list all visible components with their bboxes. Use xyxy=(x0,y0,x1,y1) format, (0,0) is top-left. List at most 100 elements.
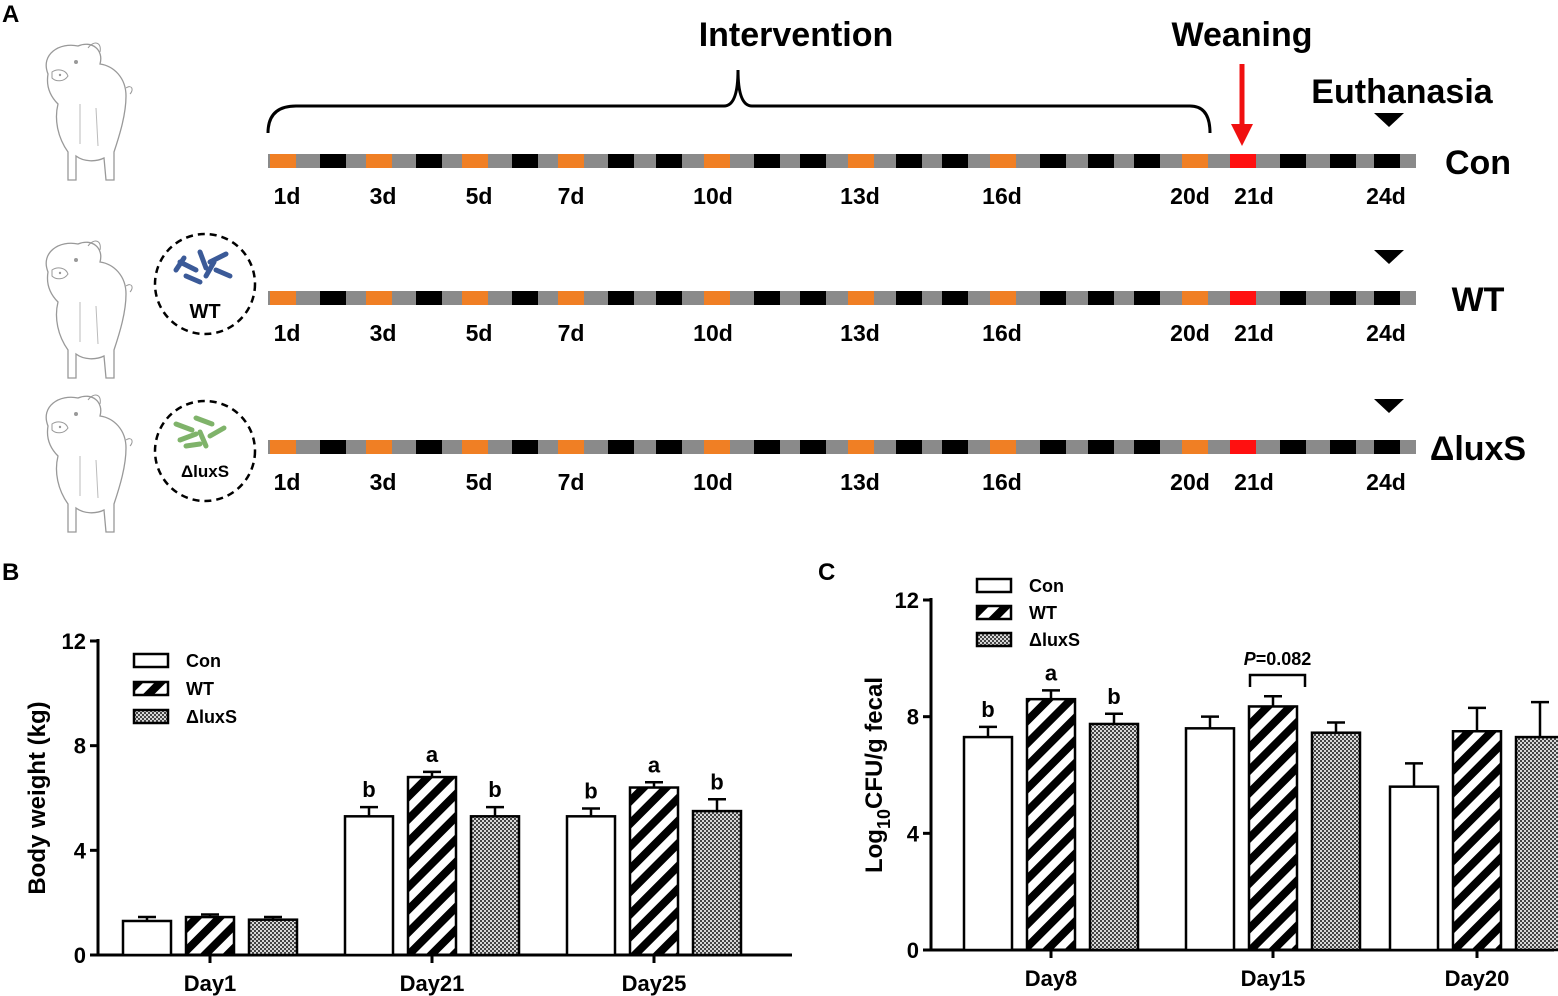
intervention-day-mark xyxy=(462,154,488,168)
day-mark xyxy=(942,291,968,305)
day-mark xyxy=(1330,154,1356,168)
day-label: 5d xyxy=(466,469,493,495)
significance-letter: a xyxy=(1045,660,1058,685)
intervention-day-mark xyxy=(704,291,730,305)
intervention-day-mark xyxy=(462,291,488,305)
weaning-day-mark xyxy=(1230,440,1256,454)
significance-letter: b xyxy=(584,778,597,803)
weaning-arrow-icon xyxy=(1231,64,1253,146)
y-tick-label: 4 xyxy=(907,821,920,846)
bar xyxy=(1451,730,1503,952)
day-mark xyxy=(1088,154,1114,168)
day-mark xyxy=(1040,291,1066,305)
intervention-day-mark xyxy=(1182,154,1208,168)
day-mark xyxy=(416,440,442,454)
euthanasia-marker-icon xyxy=(1374,113,1404,127)
legend-label: ΔluxS xyxy=(186,707,237,727)
day-mark xyxy=(1330,440,1356,454)
intervention-day-mark xyxy=(366,440,392,454)
bar xyxy=(1388,785,1440,952)
x-tick-label: Day20 xyxy=(1445,966,1510,991)
day-mark xyxy=(1040,154,1066,168)
day-mark xyxy=(942,440,968,454)
day-label: 10d xyxy=(693,320,733,346)
group-label: ΔluxS xyxy=(1430,430,1526,468)
legend-label: ΔluxS xyxy=(1029,630,1080,650)
luxs-badge-label: ΔluxS xyxy=(181,462,229,481)
day-label: 7d xyxy=(558,469,585,495)
y-tick-label: 8 xyxy=(907,705,919,730)
y-label-part: CFU/g fecal xyxy=(861,677,888,809)
day-mark xyxy=(512,291,538,305)
day-label: 21d xyxy=(1234,320,1274,346)
day-mark xyxy=(754,440,780,454)
timelines: 1d 3d 5d 7d 10d 13d 16d 20d 21d 24d Con 1d 3d 5d 7d 10d… xyxy=(268,113,1526,495)
day-mark xyxy=(656,154,682,168)
legend-swatch xyxy=(975,604,1013,621)
day-mark xyxy=(896,440,922,454)
x-tick-label: Day8 xyxy=(1025,966,1078,991)
day-mark xyxy=(1374,291,1400,305)
intervention-day-mark xyxy=(462,440,488,454)
intervention-day-mark xyxy=(848,440,874,454)
day-mark xyxy=(800,291,826,305)
significance-letter: b xyxy=(1107,684,1120,709)
day-mark xyxy=(896,291,922,305)
intervention-day-mark xyxy=(366,154,392,168)
day-label: 10d xyxy=(693,183,733,209)
pig-icon-con xyxy=(45,42,133,181)
euthanasia-marker-icon xyxy=(1374,399,1404,413)
pig-icon-luxs xyxy=(45,394,133,533)
significance-letter: b xyxy=(710,769,723,794)
y-label-part: Log xyxy=(861,829,888,873)
bar xyxy=(469,815,521,957)
euthanasia-label: Euthanasia xyxy=(1311,73,1493,111)
intervention-day-mark xyxy=(848,154,874,168)
significance-letter: b xyxy=(488,777,501,802)
timeline-3: 1d 3d 5d 7d 10d 13d 16d 20d 21d 24d ΔluxS xyxy=(268,399,1526,495)
day-label: 5d xyxy=(466,320,493,346)
day-label: 21d xyxy=(1234,183,1274,209)
day-label: 3d xyxy=(370,320,397,346)
x-tick-label: Day21 xyxy=(400,971,465,996)
bar xyxy=(565,815,617,957)
day-mark xyxy=(320,440,346,454)
x-tick-label: Day15 xyxy=(1241,966,1306,991)
timeline-2: 1d 3d 5d 7d 10d 13d 16d 20d 21d 24d WT xyxy=(268,250,1505,346)
day-mark xyxy=(896,154,922,168)
day-label: 21d xyxy=(1234,469,1274,495)
day-label: 13d xyxy=(840,469,880,495)
intervention-day-mark xyxy=(270,291,296,305)
day-label: 24d xyxy=(1366,183,1406,209)
bar xyxy=(691,809,743,957)
day-mark xyxy=(512,154,538,168)
legend-swatch xyxy=(132,652,170,669)
y-axis-label: Log10CFU/g fecal xyxy=(861,677,894,873)
p-value-p: P xyxy=(1244,649,1257,669)
intervention-day-mark xyxy=(1182,440,1208,454)
day-label: 20d xyxy=(1170,320,1210,346)
day-label: 1d xyxy=(274,183,301,209)
body-weight-chart: 0 4 8 12 Body weight (kg) Day1 Day21 b a b Day25 b a… xyxy=(24,629,792,996)
day-label: 10d xyxy=(693,469,733,495)
intervention-day-mark xyxy=(270,440,296,454)
day-label: 5d xyxy=(466,183,493,209)
y-tick-label: 12 xyxy=(62,629,86,654)
timeline-1: 1d 3d 5d 7d 10d 13d 16d 20d 21d 24d Con xyxy=(268,113,1511,209)
timeline-bar xyxy=(268,291,1416,305)
euthanasia-marker-icon xyxy=(1374,250,1404,264)
day-mark xyxy=(1088,440,1114,454)
bar xyxy=(1088,722,1140,952)
bar xyxy=(1514,735,1558,952)
bar xyxy=(121,919,173,957)
x-tick-label: Day1 xyxy=(184,971,237,996)
day-label: 7d xyxy=(558,183,585,209)
day-mark xyxy=(1374,154,1400,168)
legend-swatch xyxy=(975,631,1013,648)
panel-c-label: C xyxy=(818,559,835,586)
p-value-number: =0.082 xyxy=(1256,649,1312,669)
day-label: 13d xyxy=(840,183,880,209)
day-label: 3d xyxy=(370,183,397,209)
day-mark xyxy=(656,440,682,454)
bar xyxy=(343,815,395,957)
